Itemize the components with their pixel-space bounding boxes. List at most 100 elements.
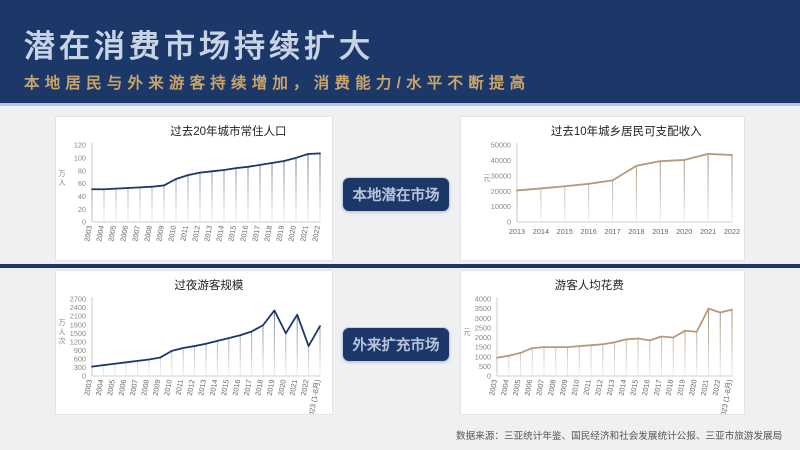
svg-text:游客人均花费: 游客人均花费	[555, 278, 624, 292]
svg-text:2012: 2012	[593, 379, 605, 397]
svg-text:2016: 2016	[581, 227, 597, 236]
svg-text:10000: 10000	[491, 202, 511, 211]
svg-text:4000: 4000	[475, 295, 491, 304]
svg-text:2003: 2003	[82, 225, 94, 243]
svg-text:900: 900	[74, 346, 86, 355]
svg-text:2014: 2014	[533, 227, 549, 236]
svg-text:2016: 2016	[238, 225, 250, 243]
svg-text:80: 80	[78, 166, 86, 175]
svg-text:1500: 1500	[70, 329, 86, 338]
svg-text:2014: 2014	[208, 379, 220, 397]
svg-text:次: 次	[58, 337, 65, 346]
svg-text:2003: 2003	[487, 379, 499, 397]
svg-text:2007: 2007	[534, 379, 546, 397]
svg-text:500: 500	[479, 362, 491, 371]
svg-text:2009: 2009	[558, 379, 570, 397]
svg-text:2003: 2003	[82, 379, 94, 397]
svg-text:元: 元	[463, 327, 470, 336]
svg-text:2022: 2022	[299, 379, 311, 397]
svg-text:2020: 2020	[676, 227, 692, 236]
svg-text:2005: 2005	[106, 225, 118, 243]
svg-text:2006: 2006	[523, 379, 535, 397]
svg-text:2013: 2013	[202, 225, 214, 243]
svg-text:2010: 2010	[162, 379, 174, 397]
svg-text:2008: 2008	[546, 379, 558, 397]
svg-text:2019: 2019	[675, 379, 687, 397]
svg-text:2005: 2005	[511, 379, 523, 397]
svg-text:2100: 2100	[70, 312, 86, 321]
svg-text:2018: 2018	[664, 379, 676, 397]
svg-text:3000: 3000	[475, 314, 491, 323]
svg-text:20: 20	[78, 205, 86, 214]
svg-text:万: 万	[58, 318, 65, 327]
svg-text:2005: 2005	[105, 379, 117, 397]
svg-text:40000: 40000	[491, 156, 511, 165]
svg-text:2013: 2013	[605, 379, 617, 397]
svg-text:2012: 2012	[190, 225, 202, 243]
svg-text:2010: 2010	[570, 379, 582, 397]
svg-text:2016: 2016	[640, 379, 652, 397]
svg-text:2008: 2008	[142, 225, 154, 243]
svg-text:2011: 2011	[581, 379, 593, 396]
svg-text:40: 40	[78, 192, 86, 201]
svg-text:2013: 2013	[509, 227, 525, 236]
svg-text:2011: 2011	[178, 225, 190, 242]
svg-text:2006: 2006	[116, 379, 128, 397]
svg-text:2017: 2017	[652, 379, 664, 397]
svg-text:2009: 2009	[154, 225, 166, 243]
svg-text:2022: 2022	[711, 379, 723, 397]
svg-text:2021: 2021	[298, 225, 310, 243]
svg-text:2021: 2021	[700, 227, 716, 236]
svg-text:2018: 2018	[262, 225, 274, 243]
svg-text:0: 0	[507, 218, 511, 227]
svg-text:2016: 2016	[230, 379, 242, 397]
svg-text:1200: 1200	[70, 337, 86, 346]
svg-text:2013: 2013	[196, 379, 208, 397]
svg-text:2022: 2022	[310, 225, 322, 243]
svg-text:过夜游客规模: 过夜游客规模	[174, 278, 243, 292]
svg-text:2018: 2018	[253, 379, 265, 397]
svg-text:2007: 2007	[130, 225, 142, 243]
svg-text:2015: 2015	[226, 225, 238, 243]
svg-text:2700: 2700	[70, 295, 86, 304]
svg-text:2008: 2008	[139, 379, 151, 397]
svg-text:100: 100	[74, 153, 86, 162]
svg-text:2021: 2021	[287, 379, 299, 397]
svg-text:2020: 2020	[687, 379, 699, 397]
svg-text:1500: 1500	[475, 343, 491, 352]
svg-text:300: 300	[74, 363, 86, 372]
svg-text:2015: 2015	[557, 227, 573, 236]
svg-text:60: 60	[78, 179, 86, 188]
svg-text:1800: 1800	[70, 320, 86, 329]
svg-text:2004: 2004	[94, 379, 106, 397]
svg-text:2018: 2018	[628, 227, 644, 236]
svg-text:2015: 2015	[628, 379, 640, 397]
svg-text:万: 万	[58, 169, 65, 178]
svg-text:2012: 2012	[185, 379, 197, 397]
svg-text:2000: 2000	[475, 333, 491, 342]
svg-text:2017: 2017	[604, 227, 620, 236]
svg-text:2009: 2009	[151, 379, 163, 397]
svg-text:2004: 2004	[94, 225, 106, 243]
svg-text:过去20年城市常住人口: 过去20年城市常住人口	[170, 124, 286, 138]
svg-text:2006: 2006	[118, 225, 130, 243]
svg-text:2020: 2020	[276, 379, 288, 397]
svg-text:2021: 2021	[699, 379, 711, 397]
svg-text:2011: 2011	[174, 379, 186, 396]
svg-text:2014: 2014	[617, 379, 629, 397]
svg-text:50000: 50000	[491, 141, 511, 150]
svg-text:2019: 2019	[274, 225, 286, 243]
svg-text:3500: 3500	[475, 304, 491, 313]
svg-text:人: 人	[58, 327, 66, 336]
svg-text:30000: 30000	[491, 171, 511, 180]
svg-text:过去10年城乡居民可支配收入: 过去10年城乡居民可支配收入	[551, 124, 702, 138]
svg-text:120: 120	[74, 141, 86, 150]
svg-text:20000: 20000	[491, 187, 511, 196]
svg-text:2400: 2400	[70, 303, 86, 312]
svg-text:2500: 2500	[475, 323, 491, 332]
svg-text:2007: 2007	[128, 379, 140, 397]
svg-text:2015: 2015	[219, 379, 231, 397]
svg-text:2019: 2019	[652, 227, 668, 236]
svg-text:元: 元	[483, 173, 490, 182]
svg-text:人: 人	[58, 178, 66, 187]
